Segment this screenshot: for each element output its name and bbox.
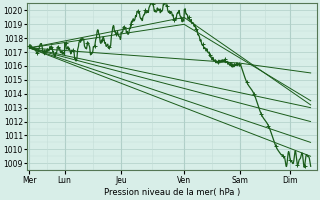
X-axis label: Pression niveau de la mer( hPa ): Pression niveau de la mer( hPa ) [104,188,240,197]
